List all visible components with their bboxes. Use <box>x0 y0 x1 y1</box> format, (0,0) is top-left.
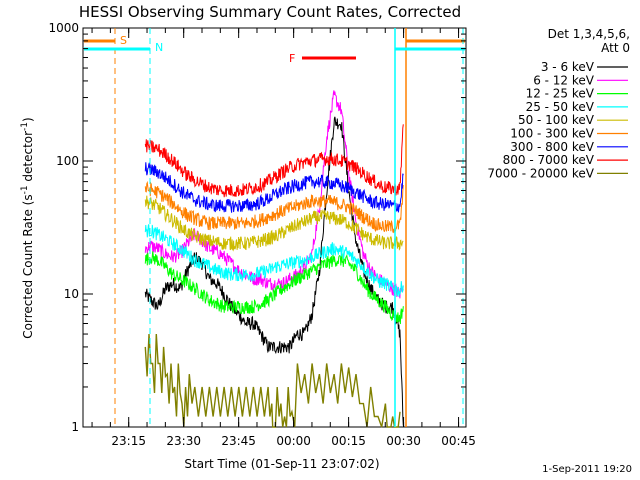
markers-layer: S N F <box>84 28 465 427</box>
legend-item-label: 25 - 50 keV <box>526 100 595 114</box>
series-50-100-kev-line <box>144 195 404 252</box>
x-tick-label: 23:30 <box>166 434 201 448</box>
series-25-50-kev-line <box>144 224 404 297</box>
x-axis-ticks: 23:15 23:30 23:45 00:00 00:15 00:30 00:45 <box>91 28 476 448</box>
series-6-12-kev-line <box>144 90 404 299</box>
plot-frame <box>82 27 467 428</box>
y-axis-ticks: 1 10 100 1000 <box>48 21 466 434</box>
y-tick-label: 100 <box>56 154 79 168</box>
legend-header-line2: Att 0 <box>601 41 630 55</box>
chart-title: HESSI Observing Summary Count Rates, Cor… <box>79 3 461 21</box>
legend-item-label: 300 - 800 keV <box>510 140 594 154</box>
y-tick-label: 1 <box>71 420 79 434</box>
plot-date: 1-Sep-2011 19:20 <box>542 464 632 475</box>
x-tick-label: 23:15 <box>111 434 146 448</box>
legend-item-label: 50 - 100 keV <box>518 113 595 127</box>
y-axis-label: Corrected Count Rate (s-1 detector-1) <box>20 117 35 338</box>
series-300-800-kev-line <box>144 162 404 213</box>
x-tick-label: 00:15 <box>331 434 366 448</box>
y-tick-label: 1000 <box>48 21 79 35</box>
x-tick-label: 00:00 <box>276 434 311 448</box>
legend-item-label: 800 - 7000 keV <box>503 153 595 167</box>
legend-item-label: 100 - 300 keV <box>510 127 594 141</box>
legend-item-label: 12 - 25 keV <box>526 87 595 101</box>
y-axis-label-mid: detector <box>21 131 35 186</box>
f-flag-label: F <box>289 52 295 65</box>
series-layer <box>144 90 404 428</box>
n-flag-label: N <box>155 41 163 54</box>
legend-item-label: 7000 - 20000 keV <box>487 166 594 180</box>
x-tick-label: 00:45 <box>441 434 476 448</box>
series-12-25-kev-line <box>144 251 404 325</box>
legend-header-line1: Det 1,3,4,5,6, <box>548 27 630 41</box>
x-tick-label: 00:30 <box>386 434 421 448</box>
x-axis-label: Start Time (01-Sep-11 23:07:02) <box>184 457 379 471</box>
series-100-300-kev-line <box>144 180 404 234</box>
legend-item-label: 6 - 12 keV <box>533 73 595 87</box>
series-7000-20000-kev-line <box>144 333 401 428</box>
y-axis-label-sup1: -1 <box>20 185 30 194</box>
legend-item-label: 3 - 6 keV <box>541 60 595 74</box>
y-axis-label-main: Corrected Count Rate (s <box>21 194 35 338</box>
series-3-6-kev-line <box>144 116 404 426</box>
y-tick-label: 10 <box>64 287 79 301</box>
y-axis-label-sup2: -1 <box>20 122 30 131</box>
s-flag-label: S <box>120 34 127 47</box>
x-tick-label: 23:45 <box>221 434 256 448</box>
y-axis-label-end: ) <box>21 117 35 122</box>
series-800-7000-kev-line <box>144 124 404 198</box>
